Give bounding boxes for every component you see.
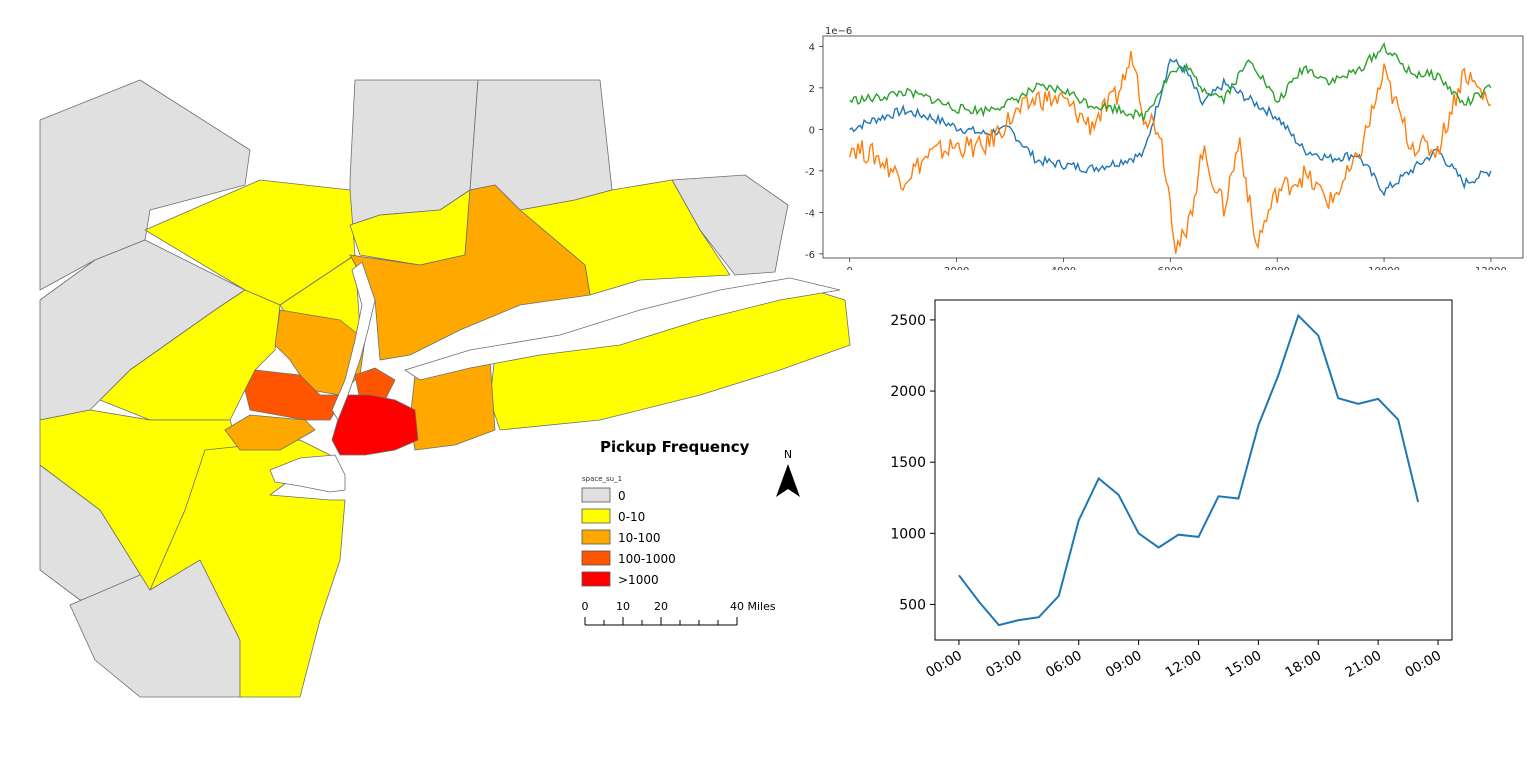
series-line-0 <box>959 316 1418 625</box>
county-max <box>332 395 418 455</box>
y-tick-label: -4 <box>805 208 815 219</box>
x-tick-label: 21:00 <box>1342 648 1384 681</box>
series-line-2 <box>850 44 1491 121</box>
north-label: N <box>784 448 792 461</box>
legend-swatch-3 <box>582 551 610 565</box>
y-tick-label: 2000 <box>890 384 926 400</box>
y-tick-label: 2500 <box>890 313 926 329</box>
y-tick-label: -2 <box>805 167 815 178</box>
legend-label-2: 10-100 <box>618 531 661 545</box>
x-tick-label: 15:00 <box>1223 648 1265 681</box>
x-tick-label: 12:00 <box>1163 648 1205 681</box>
timeseries-chart-panel: 1e−6 0 2000 4000 6000 8000 10000 12000 4 2 0 -2 -4 -… <box>790 0 1533 270</box>
series-line-1 <box>850 51 1491 254</box>
scale-label-0: 0 <box>582 600 589 613</box>
legend-swatch-4 <box>582 572 610 586</box>
legend-field-name: space_su_1 <box>582 475 622 483</box>
x-tick-label: 00:00 <box>923 648 965 681</box>
y-tick-label: 0 <box>809 125 815 136</box>
x-tick-label: 06:00 <box>1043 648 1085 681</box>
hourly-chart-panel: 00:00 03:00 06:00 09:00 12:00 15:00 18:00 21:00… <box>860 280 1533 758</box>
x-tick-label: 10000 <box>1368 266 1400 270</box>
legend-swatch-1 <box>582 509 610 523</box>
series-line-0 <box>850 59 1491 195</box>
timeseries-chart: 1e−6 0 2000 4000 6000 8000 10000 12000 4 2 0 -2 -4 -… <box>790 0 1533 270</box>
series-lines <box>959 316 1418 625</box>
legend-title: Pickup Frequency <box>600 438 750 456</box>
x-tick-label: 12000 <box>1475 266 1507 270</box>
plot-frame <box>823 36 1523 258</box>
legend-label-3: 100-1000 <box>618 552 676 566</box>
plot-frame <box>935 300 1452 640</box>
axes: 00:00 03:00 06:00 09:00 12:00 15:00 18:00 21:00… <box>890 313 1444 681</box>
x-tick-label: 8000 <box>1264 266 1289 270</box>
x-tick-label: 6000 <box>1158 266 1183 270</box>
offset-label: 1e−6 <box>825 26 852 37</box>
north-arrow-icon <box>776 464 800 497</box>
y-tick-label: -6 <box>805 250 815 261</box>
y-tick-label: 1500 <box>890 455 926 471</box>
y-tick-label: 4 <box>809 42 815 53</box>
legend-swatch-0 <box>582 488 610 502</box>
scale-label-40: 40 Miles <box>730 600 776 613</box>
legend-swatch-2 <box>582 530 610 544</box>
legend-items: 0 0-10 10-100 100-1000 >1000 <box>582 488 676 587</box>
choropleth-map-panel: Pickup Frequency space_su_1 0 0-10 10-10… <box>0 0 860 758</box>
x-tick-label: 18:00 <box>1283 648 1325 681</box>
scale-bar: 0 10 20 40 Miles <box>582 600 776 625</box>
legend-label-1: 0-10 <box>618 510 645 524</box>
legend-label-4: >1000 <box>618 573 659 587</box>
x-tick-label: 03:00 <box>983 648 1025 681</box>
axes: 0 2000 4000 6000 8000 10000 12000 4 2 0 -2 -4 -6 <box>805 42 1507 270</box>
y-tick-label: 2 <box>809 84 815 95</box>
x-tick-label: 09:00 <box>1103 648 1145 681</box>
legend-label-0: 0 <box>618 489 626 503</box>
x-tick-label: 0 <box>847 266 853 270</box>
x-tick-label: 4000 <box>1051 266 1076 270</box>
y-tick-label: 500 <box>899 597 926 613</box>
north-arrow: N <box>776 448 800 497</box>
scale-label-20: 20 <box>654 600 668 613</box>
x-tick-label: 00:00 <box>1402 648 1444 681</box>
y-tick-label: 1000 <box>890 526 926 542</box>
hourly-chart: 00:00 03:00 06:00 09:00 12:00 15:00 18:00 21:00… <box>860 280 1533 758</box>
choropleth-map: Pickup Frequency space_su_1 0 0-10 10-10… <box>0 0 860 758</box>
x-tick-label: 2000 <box>944 266 969 270</box>
scale-label-10: 10 <box>616 600 630 613</box>
series-lines <box>850 44 1491 254</box>
